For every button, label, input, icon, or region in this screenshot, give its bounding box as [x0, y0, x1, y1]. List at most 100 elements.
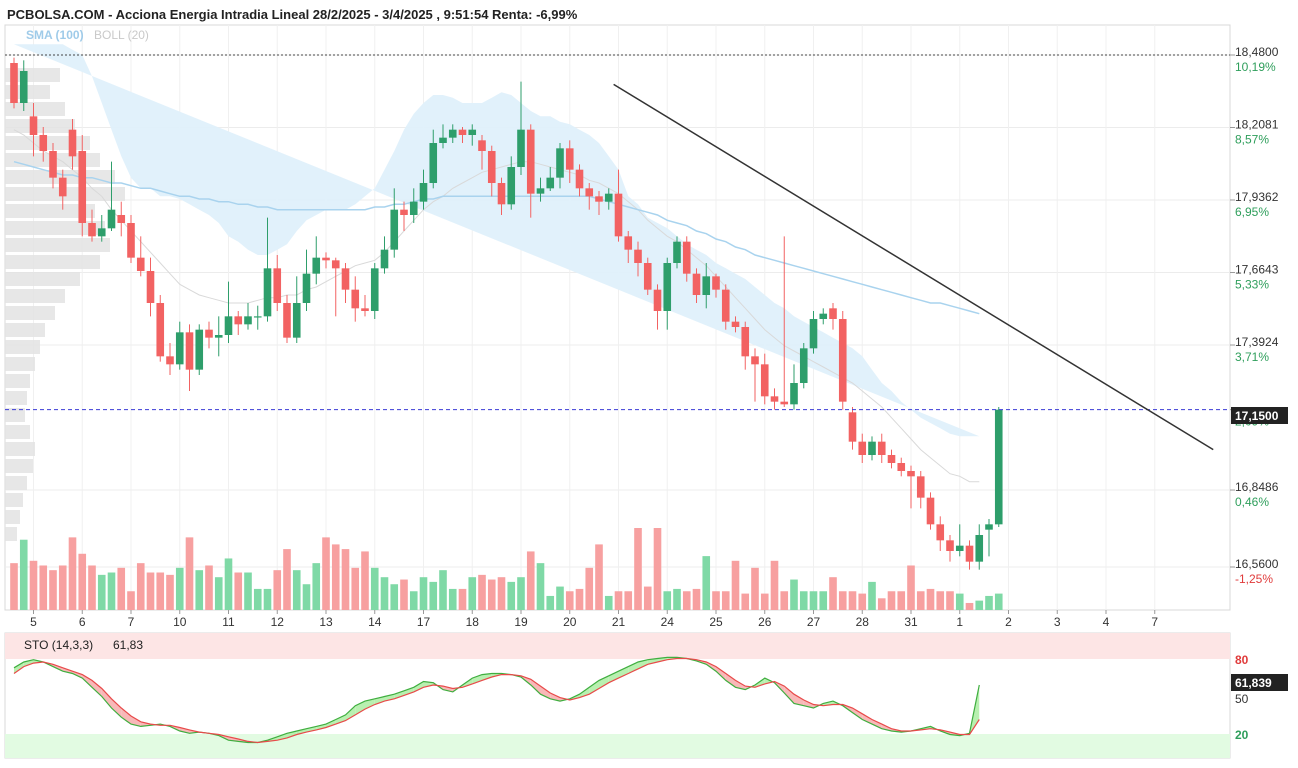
last-price-badge-bg — [1231, 407, 1288, 424]
volume-bar — [790, 579, 798, 610]
volume-bar — [565, 591, 574, 610]
volume-bar — [673, 588, 681, 610]
sto-value-badge-bg — [1231, 674, 1288, 691]
sto-fill-segment — [345, 705, 356, 721]
volume-bar — [877, 598, 886, 610]
volume-bar — [936, 591, 945, 610]
date-tick-label: 12 — [271, 615, 285, 629]
volume-bar — [156, 572, 165, 610]
volume-bar — [955, 593, 964, 610]
volume-bar — [292, 570, 301, 610]
candle-body — [712, 276, 720, 290]
volume-bar — [253, 588, 262, 610]
volume-bar — [419, 577, 428, 610]
volume-bar — [916, 591, 925, 610]
candle-body — [838, 319, 847, 402]
volume-bar — [458, 588, 467, 610]
volume-bar — [946, 591, 954, 610]
volume-bar — [994, 593, 1003, 610]
sto-level-80: 80 — [1235, 653, 1249, 667]
trendline — [613, 83, 1214, 451]
volume-bar — [214, 577, 223, 610]
volume-bar — [234, 572, 243, 610]
price-tick-percent: -1,25% — [1235, 572, 1273, 586]
date-tick-label: 31 — [904, 615, 918, 629]
legend-boll: BOLL (20) — [94, 28, 149, 42]
date-tick-label: 1 — [956, 615, 963, 629]
bollinger-middle-line — [13, 129, 980, 483]
candle-body — [39, 135, 48, 151]
sto-current-value: 61,83 — [113, 638, 143, 652]
date-tick-label: 21 — [612, 615, 626, 629]
candle-body — [136, 257, 145, 271]
volume-bar — [78, 553, 87, 610]
volume-bar — [244, 572, 252, 610]
candle-body — [653, 289, 662, 311]
candle-body — [409, 201, 418, 215]
sto-fill-segment — [14, 662, 24, 674]
candle-body — [253, 316, 262, 318]
volume-profile-bar — [5, 102, 65, 116]
candle-body — [341, 268, 350, 290]
volume-profile-bar — [5, 357, 35, 371]
sto-fill-segment — [335, 714, 346, 725]
volume-bar — [770, 560, 779, 610]
sto-fill-segment — [179, 727, 190, 734]
candle-body — [907, 471, 915, 477]
candle-body — [955, 545, 964, 551]
volume-bar — [439, 570, 447, 610]
volume-bar — [653, 528, 662, 610]
candle-body — [127, 223, 135, 258]
volume-bar — [478, 574, 486, 610]
candle-body — [175, 332, 184, 365]
volume-profile-bar — [5, 68, 60, 82]
date-tick-label: 5 — [30, 615, 37, 629]
candle-body — [497, 183, 506, 205]
volume-bar — [721, 591, 730, 610]
candle-body — [887, 455, 896, 463]
sto-fill-segment — [306, 726, 317, 733]
volume-bar — [741, 593, 750, 610]
sto-fill-segment — [608, 671, 619, 683]
candle-body — [322, 257, 330, 261]
candle-body — [49, 151, 57, 178]
candle-body — [897, 463, 906, 471]
price-tick-percent: 8,57% — [1235, 133, 1269, 147]
volume-bar — [195, 570, 204, 610]
price-tick-percent: 6,95% — [1235, 205, 1269, 219]
sto-d-line — [13, 657, 980, 744]
date-tick-label: 14 — [368, 615, 382, 629]
candle-body — [146, 271, 155, 303]
candle-body — [400, 209, 408, 215]
bollinger-bands — [13, 44, 980, 483]
candle-body — [19, 71, 28, 103]
candle-body — [985, 524, 993, 530]
volume-bar — [526, 551, 535, 610]
volume-profile-bar — [5, 425, 30, 439]
volume-bar — [887, 591, 896, 610]
sto-fill-segment — [725, 673, 736, 688]
candle-body — [799, 348, 808, 383]
candle-body — [234, 316, 243, 325]
volume-bar — [370, 567, 379, 610]
sto-fill-segment — [862, 713, 872, 725]
candle-body — [965, 545, 974, 562]
candle-body — [361, 308, 369, 311]
date-tick-label: 7 — [128, 615, 135, 629]
sto-fill-segment — [628, 662, 638, 674]
candle-body — [68, 129, 77, 157]
price-tick-percent: 3,71% — [1235, 350, 1269, 364]
date-tick-label: 11 — [222, 615, 235, 629]
sto-fill-segment — [394, 690, 404, 699]
candle-body — [185, 332, 194, 370]
price-tick-label: 16,5600 — [1235, 557, 1279, 571]
volume-profile-bar — [5, 340, 40, 354]
price-tick-percent: 10,19% — [1235, 60, 1276, 74]
candle-body — [868, 441, 876, 455]
volume-bar — [361, 551, 369, 610]
date-tick-label: 24 — [661, 615, 675, 629]
candle-body — [205, 329, 213, 338]
date-tick-label: 27 — [807, 615, 821, 629]
sto-fill-segment — [316, 724, 326, 730]
